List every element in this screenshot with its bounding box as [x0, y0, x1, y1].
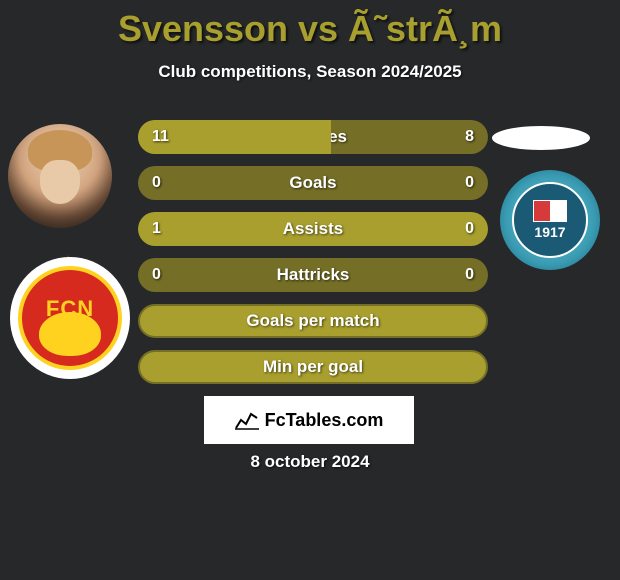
- stat-label: Goals per match: [246, 311, 379, 331]
- stat-left-value: 11: [152, 128, 169, 146]
- chart-icon: [235, 410, 259, 430]
- watermark: FcTables.com: [204, 396, 414, 444]
- stat-label: Goals: [289, 173, 336, 193]
- stat-row-goals: 0 Goals 0: [138, 166, 488, 200]
- stat-right-value: 0: [465, 220, 474, 238]
- stat-right-value: 0: [465, 266, 474, 284]
- stat-row-min-per-goal: Min per goal: [138, 350, 488, 384]
- stat-row-assists: 1 Assists 0: [138, 212, 488, 246]
- stat-label: Hattricks: [277, 265, 350, 285]
- watermark-text: FcTables.com: [265, 410, 384, 431]
- right-club-badge: 1917: [500, 170, 600, 270]
- stat-row-matches: 11 Matches 8: [138, 120, 488, 154]
- stat-row-goals-per-match: Goals per match: [138, 304, 488, 338]
- stat-row-hattricks: 0 Hattricks 0: [138, 258, 488, 292]
- lion-icon: [39, 312, 101, 356]
- right-player-placeholder: [492, 126, 590, 150]
- stat-left-value: 0: [152, 174, 161, 192]
- stat-left-value: 0: [152, 266, 161, 284]
- comparison-title: Svensson vs Ã˜strÃ¸m: [0, 0, 620, 50]
- left-club-badge: FCN: [10, 257, 130, 379]
- stat-label: Assists: [283, 219, 343, 239]
- stat-right-value: 0: [465, 174, 474, 192]
- stats-container: 11 Matches 8 0 Goals 0 1 Assists 0 0 Hat…: [138, 120, 488, 396]
- stat-right-value: 8: [465, 128, 474, 146]
- club-crest-icon: [533, 200, 567, 222]
- stat-left-value: 1: [152, 220, 161, 238]
- left-player-photo: [8, 124, 112, 228]
- season-subtitle: Club competitions, Season 2024/2025: [0, 62, 620, 82]
- right-club-year: 1917: [534, 224, 565, 240]
- stat-label: Min per goal: [263, 357, 363, 377]
- infographic-date: 8 october 2024: [0, 452, 620, 472]
